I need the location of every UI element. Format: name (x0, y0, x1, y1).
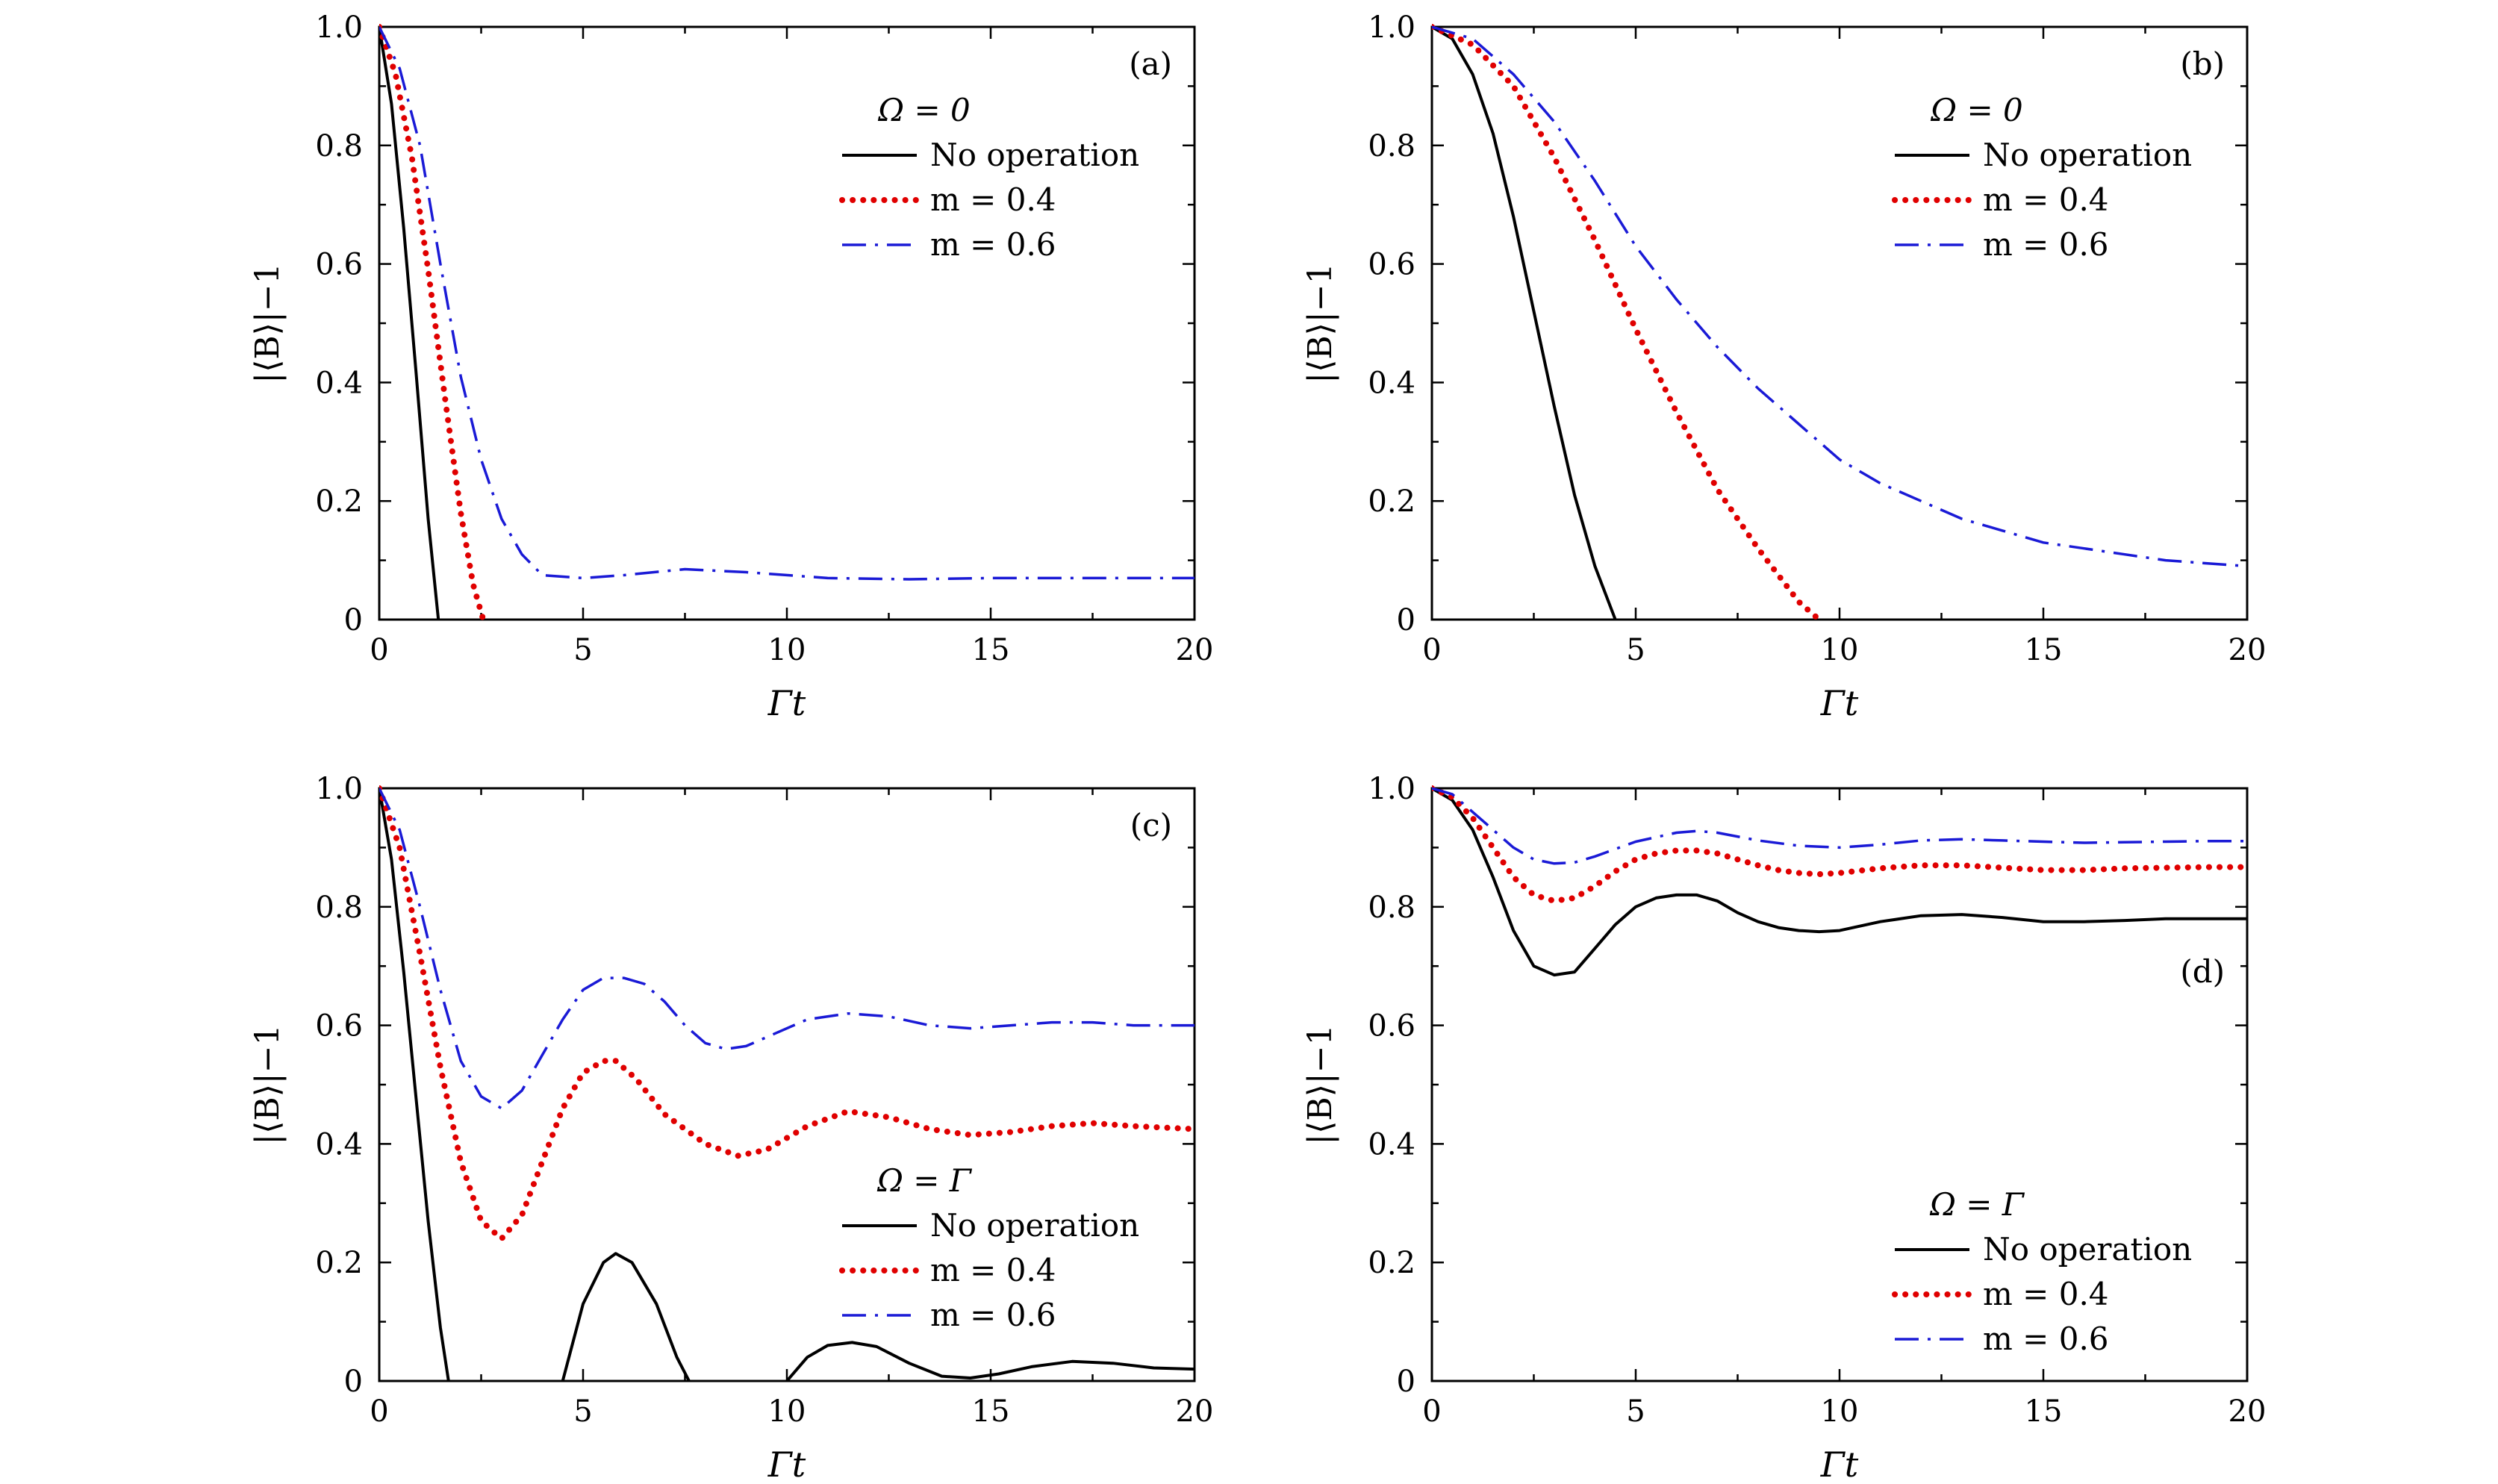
series-line-2 (379, 24, 487, 621)
series-line-2 (379, 785, 1195, 1242)
series-line-2 (1432, 24, 1822, 621)
legend-label-3: m = 0.6 (1983, 226, 2109, 263)
y-tick-label: 0 (1397, 603, 1415, 637)
y-tick-label: 0.8 (1368, 129, 1415, 163)
y-tick-label: 1.0 (315, 10, 363, 45)
x-tick-label: 10 (768, 1394, 806, 1429)
x-tick-label: 0 (370, 1394, 388, 1429)
y-tick-label: 0.6 (315, 1009, 363, 1044)
x-axis-title: Γt (767, 1444, 806, 1484)
y-tick-label: 0.2 (315, 484, 363, 519)
chart-panel-1: 0 5 10 15 20 0 0.2 0.4 0.6 0.8 1.0 Γt |⟨B⟩|−1 (a) Ω = … (249, 10, 1213, 723)
legend-title: Ω = Γ (1929, 1186, 2025, 1223)
x-tick-label: 15 (972, 633, 1010, 667)
chart-panel-4: 0 5 10 15 20 0 0.2 0.4 0.6 0.8 1.0 Γt |⟨B⟩|−1 (d) Ω = … (1301, 772, 2266, 1484)
x-tick-label: 5 (1626, 1394, 1645, 1429)
plot-frame (1430, 25, 2249, 621)
x-tick-label: 20 (2228, 633, 2267, 667)
plot-frame (1430, 787, 2249, 1382)
chart-panel-2: 0 5 10 15 20 0 0.2 0.4 0.6 0.8 1.0 Γt |⟨B⟩|−1 (b) Ω = … (1301, 10, 2266, 723)
x-tick-label: 5 (573, 1394, 592, 1429)
panel-tag: (a) (1129, 46, 1172, 82)
series-line-1 (1432, 787, 2247, 977)
plot-frame (378, 25, 1196, 621)
series-line-3 (379, 788, 1195, 1110)
series-line-3 (379, 26, 1195, 581)
y-tick-label: 0.6 (315, 248, 363, 282)
legend-label-2: m = 0.4 (1983, 1276, 2109, 1312)
y-tick-label: 0.2 (1368, 484, 1415, 519)
y-axis-title: |⟨B⟩|−1 (249, 263, 287, 383)
series-line-1 (1432, 25, 1617, 620)
y-tick-label: 1.0 (1368, 10, 1415, 45)
x-tick-label: 10 (1821, 633, 1859, 667)
y-tick-label: 0.4 (1368, 366, 1415, 400)
y-tick-label: 1.0 (1368, 772, 1415, 806)
y-axis-title: |⟨B⟩|−1 (1301, 263, 1339, 383)
y-tick-label: 0.4 (1368, 1127, 1415, 1162)
y-axis-title: |⟨B⟩|−1 (249, 1024, 287, 1144)
series-line-1 (379, 788, 1195, 1382)
y-tick-label: 0.6 (1368, 1009, 1415, 1044)
legend-label-2: m = 0.4 (1983, 181, 2109, 218)
x-tick-label: 15 (972, 1394, 1010, 1429)
y-tick-label: 0.8 (315, 129, 363, 163)
legend-label-2: m = 0.4 (930, 181, 1056, 218)
y-tick-label: 0.2 (315, 1246, 363, 1280)
series-line-3 (1432, 25, 2247, 568)
legend-title: Ω = Γ (876, 1162, 973, 1199)
x-tick-label: 0 (1422, 633, 1441, 667)
y-tick-label: 0 (344, 1365, 363, 1399)
x-tick-label: 20 (1176, 1394, 1214, 1429)
legend-title: Ω = 0 (877, 92, 970, 128)
y-tick-label: 0.6 (1368, 248, 1415, 282)
x-tick-label: 10 (1821, 1394, 1859, 1429)
panel-tag: (c) (1130, 807, 1172, 844)
y-tick-label: 0 (1397, 1365, 1415, 1399)
x-tick-label: 5 (1626, 633, 1645, 667)
x-tick-label: 0 (1422, 1394, 1441, 1429)
x-axis-title: Γt (1820, 683, 1859, 723)
x-tick-label: 0 (370, 633, 388, 667)
y-axis-title: |⟨B⟩|−1 (1301, 1024, 1339, 1144)
legend-label-1: No operation (930, 1207, 1139, 1244)
series-line-2 (1432, 785, 2247, 904)
panel-tag: (b) (2180, 46, 2225, 82)
x-tick-label: 20 (1176, 633, 1214, 667)
x-axis-title: Γt (767, 683, 806, 723)
x-tick-label: 15 (2025, 633, 2063, 667)
legend-label-1: No operation (1983, 137, 2192, 173)
x-tick-label: 5 (573, 633, 592, 667)
legend-label-3: m = 0.6 (1983, 1321, 2109, 1357)
series-line-1 (379, 26, 440, 620)
series-line-3 (1432, 787, 2247, 865)
legend-label-3: m = 0.6 (930, 226, 1056, 263)
y-tick-label: 0.4 (315, 366, 363, 400)
x-axis-title: Γt (1820, 1444, 1859, 1484)
y-tick-label: 0.8 (315, 891, 363, 925)
plot-frame (378, 787, 1196, 1382)
legend-title: Ω = 0 (1930, 92, 2022, 128)
legend-label-3: m = 0.6 (930, 1297, 1056, 1333)
y-tick-label: 0 (344, 603, 363, 637)
y-tick-label: 0.8 (1368, 891, 1415, 925)
x-tick-label: 10 (768, 633, 806, 667)
y-tick-label: 0.4 (315, 1127, 363, 1162)
y-tick-label: 1.0 (315, 772, 363, 806)
panel-tag: (d) (2180, 953, 2225, 990)
chart-panel-3: 0 5 10 15 20 0 0.2 0.4 0.6 0.8 1.0 Γt |⟨B⟩|−1 (c) Ω = … (249, 772, 1213, 1484)
x-tick-label: 20 (2228, 1394, 2267, 1429)
legend-label-2: m = 0.4 (930, 1252, 1056, 1288)
x-tick-label: 15 (2025, 1394, 2063, 1429)
legend-label-1: No operation (1983, 1231, 2192, 1268)
legend-label-1: No operation (930, 137, 1139, 173)
y-tick-label: 0.2 (1368, 1246, 1415, 1280)
